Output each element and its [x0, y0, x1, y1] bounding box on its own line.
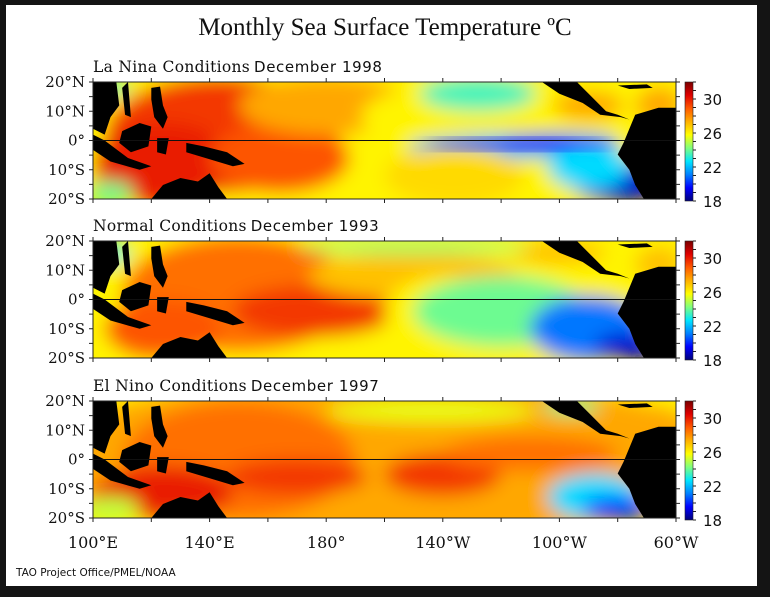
land-shape [541, 82, 630, 120]
colorbar-label: 22 [703, 318, 722, 336]
land-shape [617, 403, 653, 409]
land-shape [122, 401, 131, 437]
land-shape [541, 241, 630, 279]
panel-date: December 1997 [250, 377, 380, 395]
land-shape [122, 82, 131, 118]
y-tick-label: 10°N [45, 102, 85, 120]
land-shape [186, 142, 245, 167]
x-tick-label: 100°E [68, 533, 118, 552]
y-tick-label: 0° [68, 291, 85, 309]
y-tick-label: 20°S [48, 509, 85, 527]
colorbar-label: 18 [703, 193, 722, 211]
land-mass [93, 401, 676, 518]
colorbar-label: 22 [703, 478, 722, 496]
land-shape [93, 82, 120, 135]
sst-region [297, 241, 531, 254]
land-shape [93, 453, 152, 489]
colorbar [684, 240, 694, 361]
sst-region [93, 496, 140, 518]
land-shape [151, 245, 168, 288]
land-shape [119, 281, 152, 312]
land-shape [157, 457, 169, 474]
colorbar [684, 400, 694, 521]
land-mass [93, 82, 676, 199]
sst-region [93, 181, 134, 199]
land-shape [119, 122, 152, 153]
y-tick-label: 10°S [48, 161, 85, 179]
colorbar-label: 22 [703, 159, 722, 177]
sst-region [227, 459, 368, 495]
y-tick-label: 0° [68, 451, 85, 469]
land-shape [186, 301, 245, 326]
y-tick-label: 20°N [45, 392, 85, 410]
land-shape [617, 243, 653, 249]
y-tick-label: 20°S [48, 190, 85, 208]
sst-region [547, 142, 630, 190]
land-shape [151, 405, 168, 448]
cold-tongue [425, 140, 612, 149]
credit-text: TAO Project Office/PMEL/NOAA [16, 567, 176, 579]
land-shape [119, 441, 152, 472]
land-shape [617, 266, 676, 358]
y-tick-label: 0° [68, 132, 85, 150]
colorbar-label: 26 [703, 284, 722, 302]
colorbar-label: 30 [703, 410, 722, 428]
panel-condition: El Nino Conditions [93, 377, 247, 395]
sst-field [93, 241, 676, 358]
land-shape [151, 332, 228, 358]
land-shape [151, 86, 168, 129]
y-tick-label: 10°N [45, 421, 85, 439]
panel-condition: La Nina Conditions [93, 58, 251, 76]
x-tick-label: 140°E [184, 533, 234, 552]
land-shape [93, 134, 152, 170]
sst-region [442, 436, 618, 472]
x-tick-label: 180° [307, 533, 346, 552]
land-shape [617, 426, 676, 518]
panel-condition: Normal Conditions [93, 217, 247, 235]
y-tick-label: 20°N [45, 232, 85, 250]
land-shape [157, 297, 169, 314]
land-shape [151, 173, 228, 199]
sst-region [384, 146, 525, 199]
y-tick-label: 10°N [45, 261, 85, 279]
land-shape [617, 84, 653, 90]
land-shape [93, 293, 152, 329]
sst-region [419, 82, 537, 112]
colorbar-label: 18 [703, 352, 722, 370]
colorbar-label: 30 [703, 250, 722, 268]
chart-title: Monthly Sea Surface Temperature ºC [198, 14, 572, 41]
colorbar-label: 26 [703, 125, 722, 143]
panel-date: December 1993 [250, 217, 380, 235]
sst-panel-2: 20°N 10°N 0° 10°S 20°S 30 26 22 18 [45, 392, 722, 530]
land-shape [157, 138, 169, 155]
colorbar-label: 18 [703, 512, 722, 530]
sst-region [326, 401, 537, 423]
panel-title-el-nino: El Nino Conditions December 1997 [93, 377, 379, 395]
land-shape [617, 107, 676, 199]
panel-date: December 1998 [254, 58, 383, 76]
colorbar-label: 30 [703, 91, 722, 109]
x-tick-label: 140°W [415, 533, 471, 552]
land-shape [93, 241, 120, 294]
land-shape [186, 461, 245, 486]
x-tick-label: 100°W [532, 533, 588, 552]
sst-panel-1: 20°N 10°N 0° 10°S 20°S 30 26 22 18 [45, 232, 722, 370]
x-tick-label: 60°W [654, 533, 699, 552]
land-mass [93, 241, 676, 358]
land-shape [93, 401, 120, 454]
land-shape [151, 492, 228, 518]
sst-region [232, 285, 397, 337]
y-tick-label: 20°S [48, 349, 85, 367]
panel-title-normal: Normal Conditions December 1993 [93, 217, 379, 235]
y-tick-label: 10°S [48, 480, 85, 498]
y-tick-label: 10°S [48, 320, 85, 338]
land-shape [541, 401, 630, 439]
sst-panel-0: 20°N 10°N 0° 10°S 20°S 30 26 22 18 [45, 73, 722, 211]
y-tick-label: 20°N [45, 73, 85, 91]
colorbar [684, 81, 694, 202]
land-shape [122, 241, 131, 277]
panel-title-la-nina: La Nina Conditions December 1998 [93, 58, 383, 76]
colorbar-label: 26 [703, 444, 722, 462]
